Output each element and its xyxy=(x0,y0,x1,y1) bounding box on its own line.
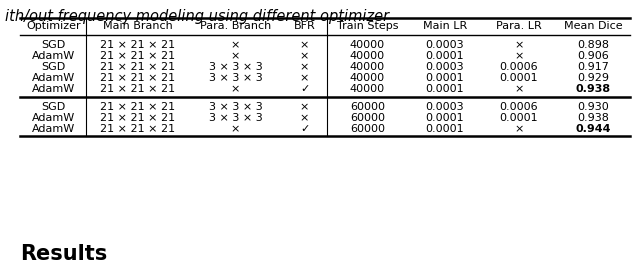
Text: SGD: SGD xyxy=(41,40,65,50)
Text: Results: Results xyxy=(20,244,108,264)
Text: 0.938: 0.938 xyxy=(577,113,609,123)
Text: ×: × xyxy=(231,40,240,50)
Text: AdamW: AdamW xyxy=(31,84,75,94)
Text: ×: × xyxy=(300,113,309,123)
Text: 40000: 40000 xyxy=(349,51,385,61)
Text: SGD: SGD xyxy=(41,102,65,112)
Text: ×: × xyxy=(515,124,524,134)
Text: ×: × xyxy=(515,40,524,50)
Text: 21 × 21 × 21: 21 × 21 × 21 xyxy=(100,113,175,123)
Text: Mean Dice: Mean Dice xyxy=(564,21,622,31)
Text: 3 × 3 × 3: 3 × 3 × 3 xyxy=(209,113,262,123)
Text: 0.0001: 0.0001 xyxy=(426,124,465,134)
Text: Optimizer: Optimizer xyxy=(26,21,81,31)
Text: ×: × xyxy=(231,124,240,134)
Text: 21 × 21 × 21: 21 × 21 × 21 xyxy=(100,73,175,83)
Text: 0.0001: 0.0001 xyxy=(426,113,465,123)
Text: AdamW: AdamW xyxy=(31,73,75,83)
Text: 0.0001: 0.0001 xyxy=(500,113,538,123)
Text: ✓: ✓ xyxy=(300,124,309,134)
Text: AdamW: AdamW xyxy=(31,51,75,61)
Text: ×: × xyxy=(515,84,524,94)
Text: SGD: SGD xyxy=(41,62,65,72)
Text: 60000: 60000 xyxy=(350,102,385,112)
Text: 40000: 40000 xyxy=(349,62,385,72)
Text: 0.929: 0.929 xyxy=(577,73,609,83)
Text: BFR: BFR xyxy=(294,21,316,31)
Text: 0.0001: 0.0001 xyxy=(426,73,465,83)
Text: Main Branch: Main Branch xyxy=(102,21,172,31)
Text: 3 × 3 × 3: 3 × 3 × 3 xyxy=(209,102,262,112)
Text: 0.0003: 0.0003 xyxy=(426,40,465,50)
Text: 40000: 40000 xyxy=(349,73,385,83)
Text: 0.898: 0.898 xyxy=(577,40,609,50)
Text: 21 × 21 × 21: 21 × 21 × 21 xyxy=(100,124,175,134)
Text: 0.906: 0.906 xyxy=(577,51,609,61)
Text: 21 × 21 × 21: 21 × 21 × 21 xyxy=(100,40,175,50)
Text: Para. LR: Para. LR xyxy=(496,21,542,31)
Text: 0.944: 0.944 xyxy=(575,124,611,134)
Text: ×: × xyxy=(300,62,309,72)
Text: ×: × xyxy=(300,73,309,83)
Text: ×: × xyxy=(515,51,524,61)
Text: 0.938: 0.938 xyxy=(575,84,611,94)
Text: 21 × 21 × 21: 21 × 21 × 21 xyxy=(100,102,175,112)
Text: 60000: 60000 xyxy=(350,124,385,134)
Text: 3 × 3 × 3: 3 × 3 × 3 xyxy=(209,62,262,72)
Text: 40000: 40000 xyxy=(349,84,385,94)
Text: 21 × 21 × 21: 21 × 21 × 21 xyxy=(100,62,175,72)
Text: ×: × xyxy=(300,102,309,112)
Text: 0.0001: 0.0001 xyxy=(426,84,465,94)
Text: Para. Branch: Para. Branch xyxy=(200,21,271,31)
Text: 0.0003: 0.0003 xyxy=(426,62,465,72)
Text: ith/out frequency modeling using different optimizer: ith/out frequency modeling using differe… xyxy=(5,9,389,24)
Text: 0.0006: 0.0006 xyxy=(500,102,538,112)
Text: 0.0001: 0.0001 xyxy=(500,73,538,83)
Text: 21 × 21 × 21: 21 × 21 × 21 xyxy=(100,84,175,94)
Text: ×: × xyxy=(300,51,309,61)
Text: 0.930: 0.930 xyxy=(577,102,609,112)
Text: Main LR: Main LR xyxy=(423,21,467,31)
Text: ✓: ✓ xyxy=(300,84,309,94)
Text: 60000: 60000 xyxy=(350,113,385,123)
Text: 0.0001: 0.0001 xyxy=(426,51,465,61)
Text: ×: × xyxy=(300,40,309,50)
Text: AdamW: AdamW xyxy=(31,113,75,123)
Text: AdamW: AdamW xyxy=(31,124,75,134)
Text: ×: × xyxy=(231,51,240,61)
Text: 40000: 40000 xyxy=(349,40,385,50)
Text: Train Steps: Train Steps xyxy=(337,21,398,31)
Text: 0.0006: 0.0006 xyxy=(500,62,538,72)
Text: 0.0003: 0.0003 xyxy=(426,102,465,112)
Text: 3 × 3 × 3: 3 × 3 × 3 xyxy=(209,73,262,83)
Text: ×: × xyxy=(231,84,240,94)
Text: 21 × 21 × 21: 21 × 21 × 21 xyxy=(100,51,175,61)
Text: 0.917: 0.917 xyxy=(577,62,609,72)
